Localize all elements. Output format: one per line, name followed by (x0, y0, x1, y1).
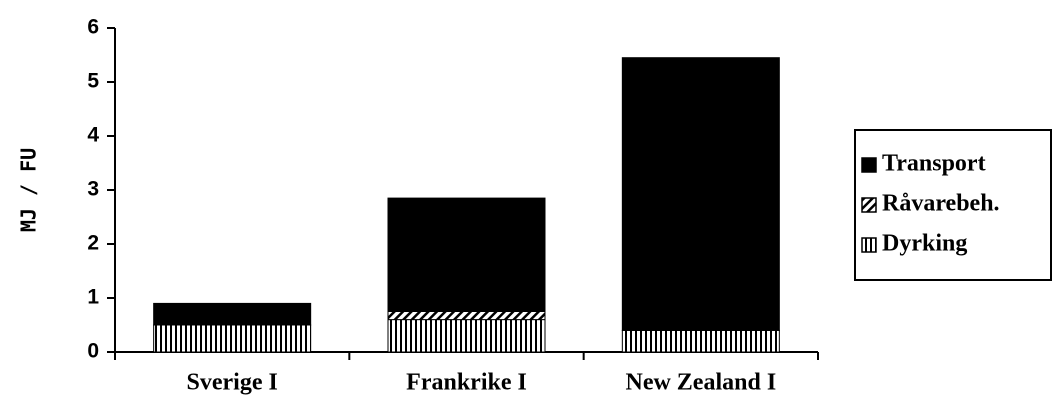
y-tick-label: 4 (87, 124, 99, 147)
x-tick-label: Frankrike I (406, 370, 527, 396)
y-tick-label: 0 (87, 340, 99, 363)
legend-box (854, 129, 1052, 281)
y-tick-label: 1 (87, 286, 99, 309)
y-tick-label: 3 (87, 178, 99, 201)
bar-segment (153, 324, 312, 353)
legend-swatch (861, 197, 877, 213)
legend-swatch (861, 237, 877, 253)
x-tick-label: Sverige I (187, 370, 278, 396)
legend-label: Transport (882, 151, 986, 177)
y-axis-label: MJ / FU (17, 148, 41, 232)
legend-label: Råvarebeh. (882, 191, 1000, 217)
bar-segment (153, 302, 312, 326)
bar-segment (387, 311, 546, 321)
legend-swatch (861, 157, 877, 173)
bar-segment (387, 197, 546, 313)
legend-label: Dyrking (882, 231, 967, 257)
y-tick-label: 6 (87, 16, 99, 39)
bar-segment (387, 319, 546, 353)
bar-segment (621, 329, 780, 353)
y-tick-label: 5 (87, 70, 99, 93)
x-tick-label: New Zealand I (625, 370, 776, 396)
y-tick-label: 2 (87, 232, 99, 255)
bar-segment (621, 57, 780, 331)
